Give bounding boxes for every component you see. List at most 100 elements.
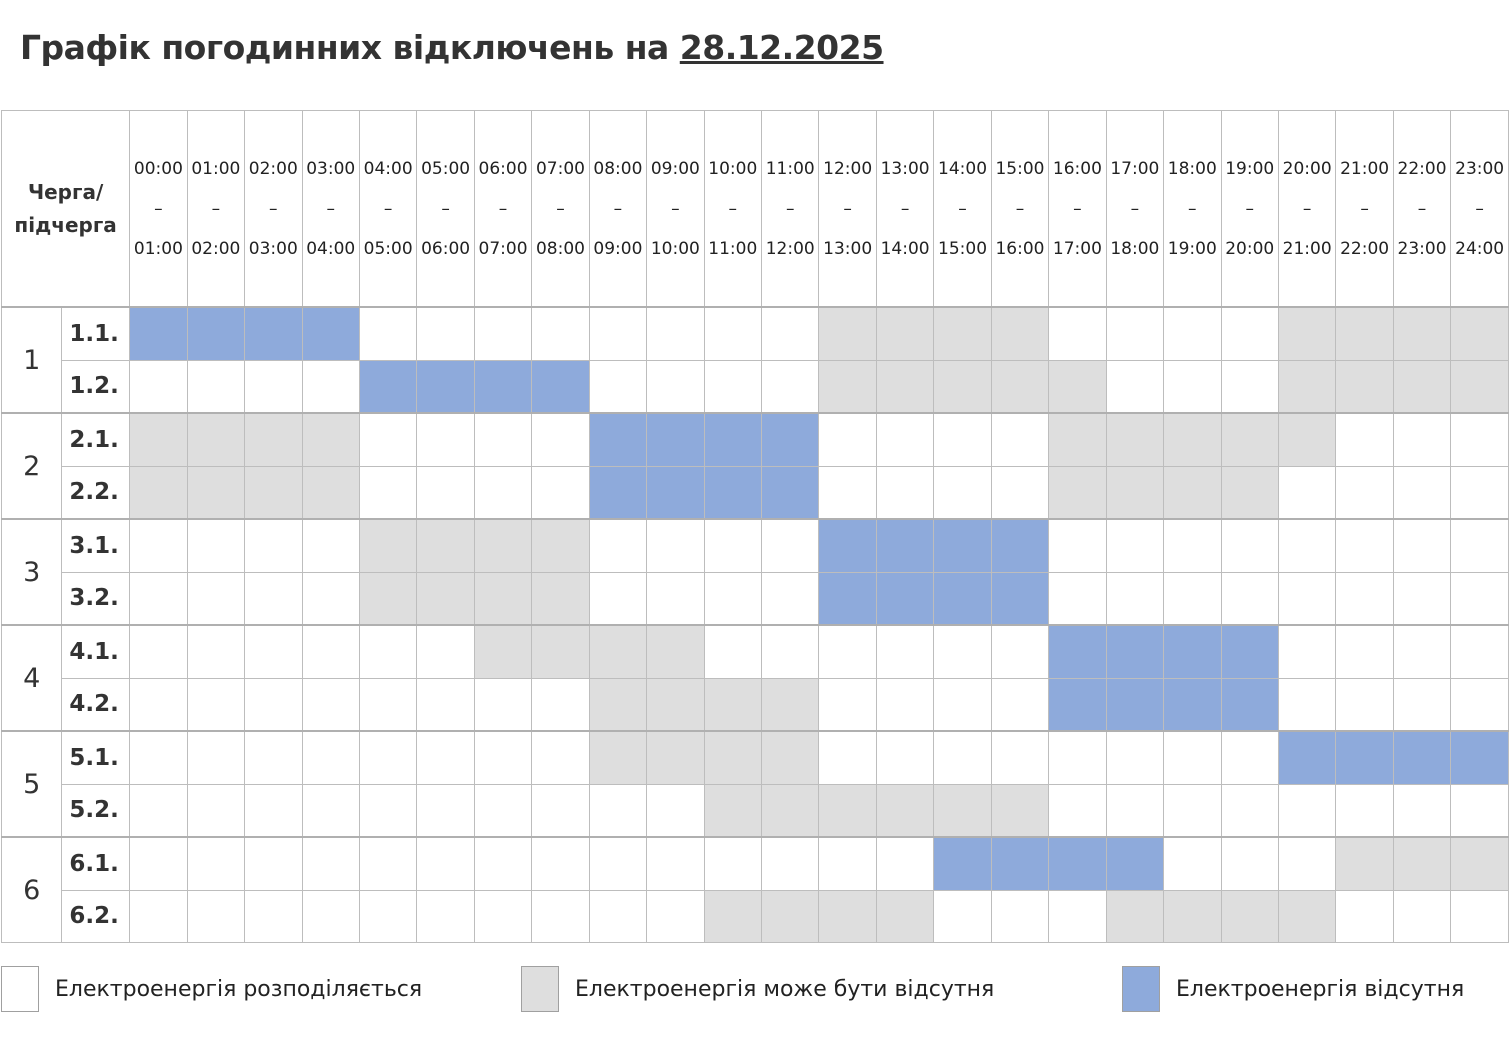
hour-cell — [761, 889, 820, 943]
hour-cell — [416, 412, 475, 467]
legend-swatch-gray — [521, 966, 559, 1012]
table-row: 5 5.1. — [0, 730, 1509, 838]
hour-cell — [1163, 306, 1222, 361]
hour-cell — [1163, 889, 1222, 943]
hour-cell — [244, 359, 303, 414]
hour-cell — [473, 518, 533, 573]
hour-cell — [818, 624, 877, 679]
hour-cell — [186, 465, 246, 520]
hour-cell — [129, 571, 188, 626]
hour-cell — [301, 783, 360, 838]
subqueue-label: 5.2. — [61, 783, 131, 838]
table-row: 4 4.1. — [0, 624, 1509, 732]
hour-cell — [703, 412, 763, 467]
hour-cell — [1163, 412, 1222, 467]
hour-cell — [1277, 306, 1337, 361]
hour-cell — [761, 836, 820, 891]
queue-label: 4 — [0, 624, 63, 732]
hour-header: 03:00 – 04:00 — [301, 110, 360, 308]
hour-cell — [818, 836, 877, 891]
hour-cell — [933, 359, 992, 414]
hour-header: 12:00 – 13:00 — [818, 110, 877, 308]
hour-cell — [244, 783, 303, 838]
hour-cell — [1220, 624, 1279, 679]
hour-header: 10:00 – 11:00 — [703, 110, 763, 308]
hour-cell — [761, 677, 820, 732]
legend-swatch-white — [1, 966, 39, 1012]
hour-cell — [1105, 465, 1165, 520]
hour-header: 21:00 – 22:00 — [1335, 110, 1394, 308]
hour-cell — [818, 412, 877, 467]
hour-cell — [703, 889, 763, 943]
hour-cell — [1105, 518, 1165, 573]
hour-cell — [761, 412, 820, 467]
hour-cell — [1220, 359, 1279, 414]
hour-cell — [358, 465, 418, 520]
hour-cell — [1105, 889, 1165, 943]
hour-cell — [761, 624, 820, 679]
hour-cell — [933, 889, 992, 943]
hour-cell — [1163, 624, 1222, 679]
hour-cell — [301, 677, 360, 732]
hour-cell — [588, 412, 648, 467]
hour-cell — [1220, 306, 1279, 361]
hour-cell — [933, 677, 992, 732]
hour-cell — [531, 730, 590, 785]
hour-cell — [531, 412, 590, 467]
hour-cell — [244, 465, 303, 520]
hour-cell — [186, 730, 246, 785]
hour-cell — [1392, 571, 1452, 626]
hour-cell — [1335, 624, 1394, 679]
hour-cell — [818, 518, 877, 573]
hour-cell — [1392, 836, 1452, 891]
hour-cell — [244, 518, 303, 573]
table-row: 3 3.1. — [0, 518, 1509, 626]
hour-cell — [531, 571, 590, 626]
hour-cell — [990, 465, 1050, 520]
queue-label: 3 — [0, 518, 63, 626]
hour-cell — [1277, 412, 1337, 467]
hour-header: 18:00 – 19:00 — [1163, 110, 1222, 308]
hour-cell — [531, 465, 590, 520]
hour-header: 15:00 – 16:00 — [990, 110, 1050, 308]
hour-cell — [933, 412, 992, 467]
hour-cell — [186, 624, 246, 679]
hour-cell — [990, 889, 1050, 943]
hour-cell — [1335, 518, 1394, 573]
hour-cell — [875, 412, 935, 467]
hour-cell — [129, 836, 188, 891]
hour-cell — [1105, 359, 1165, 414]
hour-cell — [1048, 412, 1107, 467]
hour-cell — [416, 306, 475, 361]
hour-header: 14:00 – 15:00 — [933, 110, 992, 308]
hour-cell — [1277, 518, 1337, 573]
hour-cell — [703, 836, 763, 891]
hour-cell — [473, 730, 533, 785]
hour-cell — [416, 518, 475, 573]
hour-cell — [875, 571, 935, 626]
table-row: 3.2. — [2, 571, 1509, 626]
schedule-table: Черга/ підчерга 00:00 – 01:00 01:00 – 02:0… — [0, 110, 1509, 943]
title-date: 28.12.2025 — [679, 28, 884, 67]
hour-cell — [473, 836, 533, 891]
hour-cell — [358, 889, 418, 943]
hour-header: 04:00 – 05:00 — [358, 110, 418, 308]
hour-cell — [358, 306, 418, 361]
hour-cell — [1220, 836, 1279, 891]
hour-cell — [301, 730, 360, 785]
hour-cell — [1163, 783, 1222, 838]
hour-cell — [129, 889, 188, 943]
hour-cell — [186, 889, 246, 943]
table-row: 5.2. — [2, 783, 1509, 838]
hour-cell — [1450, 306, 1509, 361]
hour-cell — [1450, 677, 1509, 732]
hour-cell — [818, 889, 877, 943]
hour-cell — [1277, 624, 1337, 679]
hour-cell — [761, 359, 820, 414]
hour-cell — [358, 783, 418, 838]
hour-header: 13:00 – 14:00 — [875, 110, 935, 308]
hour-cell — [1392, 889, 1452, 943]
hour-cell — [531, 306, 590, 361]
hour-cell — [129, 730, 188, 785]
hour-cell — [761, 465, 820, 520]
